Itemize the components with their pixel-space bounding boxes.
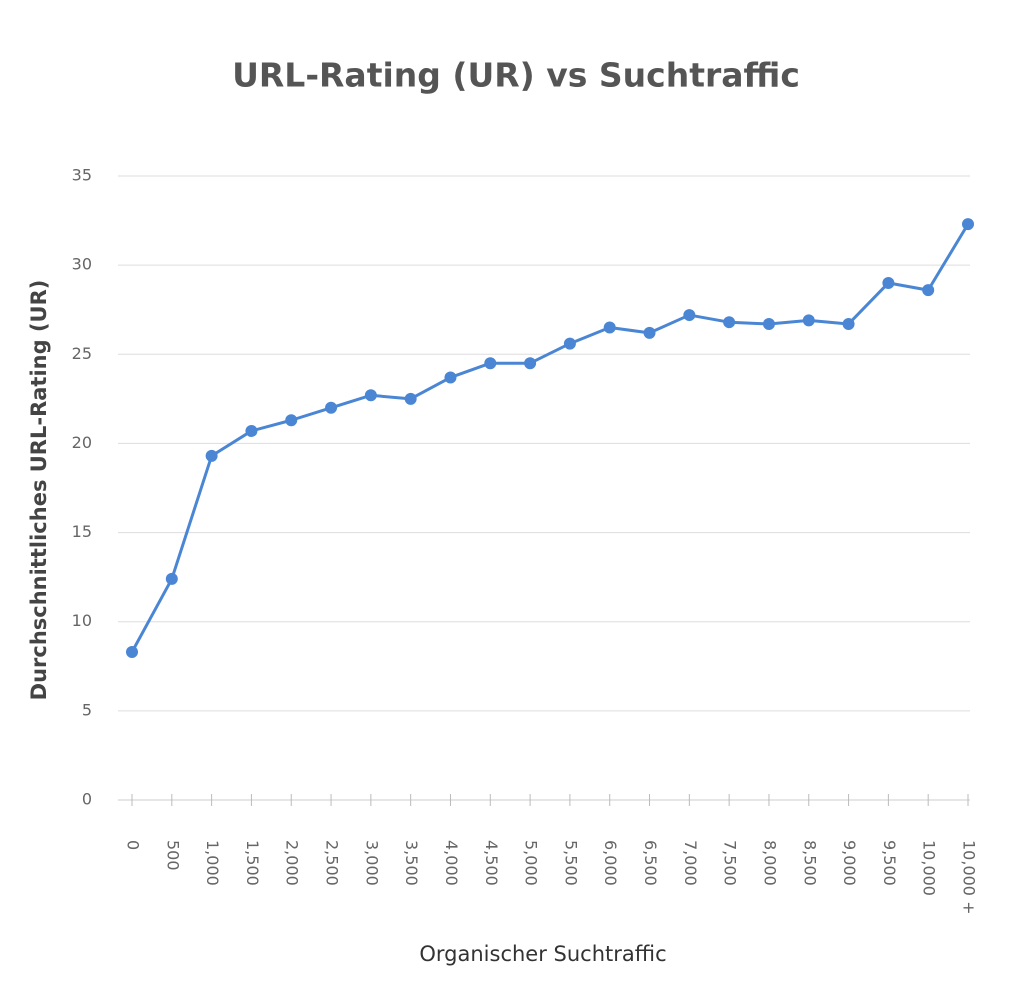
x-tick-label: 8,500 bbox=[800, 840, 819, 886]
x-tick-label: 5,500 bbox=[561, 840, 580, 886]
point bbox=[603, 321, 616, 334]
point bbox=[683, 309, 696, 322]
point bbox=[802, 314, 815, 327]
x-tick-label: 10,000 bbox=[920, 840, 939, 896]
point bbox=[643, 326, 656, 339]
point bbox=[842, 317, 855, 330]
x-tick-label: 2,500 bbox=[323, 840, 342, 886]
x-tick-label: 7,500 bbox=[721, 840, 740, 886]
x-tick-label: 3,000 bbox=[362, 840, 381, 886]
x-tick-label: 5,000 bbox=[522, 840, 541, 886]
x-tick-label: 0 bbox=[124, 840, 143, 850]
y-tick-label: 15 bbox=[72, 522, 92, 541]
point bbox=[882, 276, 895, 289]
point bbox=[723, 316, 736, 329]
x-axis-title: Organischer Suchtraffic bbox=[419, 942, 666, 966]
point bbox=[205, 449, 218, 462]
x-tick-label: 8,000 bbox=[760, 840, 779, 886]
point bbox=[404, 392, 417, 405]
x-tick-label: 1,000 bbox=[203, 840, 222, 886]
point bbox=[245, 424, 258, 437]
y-tick-label: 0 bbox=[82, 790, 92, 809]
x-tick-label: 9,500 bbox=[880, 840, 899, 886]
x-tick-label: 1,500 bbox=[243, 840, 262, 886]
x-tick-label: 7,000 bbox=[681, 840, 700, 886]
point bbox=[922, 284, 935, 297]
line bbox=[130, 223, 970, 653]
y-tick-label: 10 bbox=[72, 611, 92, 630]
chart-title: URL-Rating (UR) vs Suchtraffic bbox=[232, 56, 800, 95]
point bbox=[524, 357, 537, 370]
point bbox=[962, 218, 974, 231]
point bbox=[444, 371, 457, 384]
x-tick-label: 500 bbox=[163, 840, 182, 871]
x-tick-label: 4,500 bbox=[482, 840, 501, 886]
x-tick-label: 6,500 bbox=[641, 840, 660, 886]
y-tick-label: 30 bbox=[72, 255, 92, 274]
x-tick-label: 6,000 bbox=[601, 840, 620, 886]
x-tick-label: 10,000 + bbox=[960, 840, 979, 914]
x-tick-label: 2,000 bbox=[283, 840, 302, 886]
x-tick-label: 3,500 bbox=[402, 840, 421, 886]
point bbox=[762, 317, 775, 330]
y-tick-label: 25 bbox=[72, 344, 92, 363]
point bbox=[325, 401, 338, 414]
y-tick-label: 35 bbox=[72, 166, 92, 185]
point bbox=[285, 414, 298, 427]
x-tick-label: 4,000 bbox=[442, 840, 461, 886]
y-axis-title: Durchschnittliches URL-Rating (UR) bbox=[27, 280, 51, 701]
point bbox=[165, 572, 178, 585]
y-tick-label: 20 bbox=[72, 433, 92, 452]
point bbox=[563, 337, 576, 350]
point bbox=[126, 646, 138, 659]
y-tick-label: 5 bbox=[82, 700, 92, 719]
x-tick-label: 9,000 bbox=[840, 840, 859, 886]
point bbox=[364, 389, 377, 402]
point bbox=[484, 357, 497, 370]
